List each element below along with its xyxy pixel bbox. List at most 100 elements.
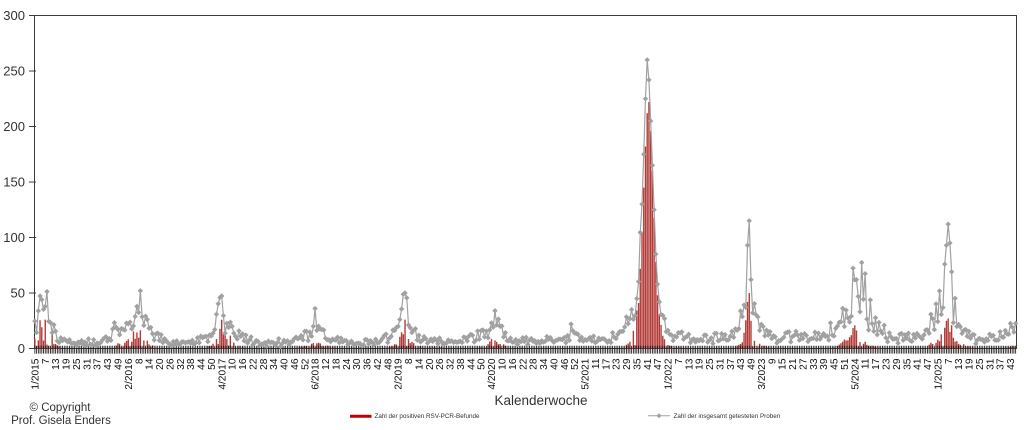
svg-text:1/2025: 1/2025 — [933, 358, 944, 389]
svg-text:52: 52 — [570, 358, 581, 370]
svg-text:150: 150 — [3, 175, 25, 190]
svg-text:200: 200 — [3, 119, 25, 134]
svg-text:21: 21 — [788, 358, 799, 370]
svg-text:0: 0 — [18, 341, 25, 356]
svg-text:42: 42 — [373, 358, 384, 370]
svg-text:16: 16 — [508, 358, 519, 370]
svg-text:26: 26 — [165, 358, 176, 370]
svg-text:44: 44 — [466, 358, 477, 370]
svg-text:47: 47 — [923, 358, 934, 370]
svg-text:29: 29 — [622, 358, 633, 370]
svg-text:22: 22 — [518, 358, 529, 370]
svg-text:22: 22 — [248, 358, 259, 370]
svg-text:41: 41 — [643, 358, 654, 370]
svg-text:37: 37 — [996, 358, 1007, 370]
svg-text:7: 7 — [944, 358, 955, 364]
svg-text:13: 13 — [684, 358, 695, 370]
svg-text:37: 37 — [726, 358, 737, 370]
svg-text:1/2022: 1/2022 — [664, 358, 675, 389]
svg-text:43: 43 — [736, 358, 747, 370]
svg-text:23: 23 — [882, 358, 893, 370]
svg-text:Kalenderwoche: Kalenderwoche — [494, 393, 587, 408]
svg-text:14: 14 — [145, 358, 156, 370]
svg-text:4/2017: 4/2017 — [217, 358, 228, 389]
svg-text:35: 35 — [632, 358, 643, 370]
svg-text:10: 10 — [498, 358, 509, 370]
svg-text:9: 9 — [767, 358, 778, 364]
svg-text:40: 40 — [280, 358, 291, 370]
svg-text:17: 17 — [601, 358, 612, 370]
svg-text:3/2023: 3/2023 — [757, 358, 768, 389]
svg-text:46: 46 — [560, 358, 571, 370]
svg-text:8: 8 — [134, 358, 145, 364]
svg-text:38: 38 — [456, 358, 467, 370]
svg-text:10: 10 — [228, 358, 239, 370]
svg-text:5/2024: 5/2024 — [850, 358, 861, 389]
svg-text:28: 28 — [529, 358, 540, 370]
svg-text:19: 19 — [965, 358, 976, 370]
svg-text:20: 20 — [425, 358, 436, 370]
svg-text:25: 25 — [975, 358, 986, 370]
svg-text:39: 39 — [819, 358, 830, 370]
svg-text:34: 34 — [539, 358, 550, 370]
svg-text:14: 14 — [415, 358, 426, 370]
svg-text:8: 8 — [404, 358, 415, 364]
svg-text:41: 41 — [913, 358, 924, 370]
svg-text:23: 23 — [612, 358, 623, 370]
svg-text:49: 49 — [114, 358, 125, 370]
svg-text:36: 36 — [363, 358, 374, 370]
svg-text:11: 11 — [861, 358, 872, 369]
svg-text:45: 45 — [830, 358, 841, 370]
svg-text:7: 7 — [41, 358, 52, 364]
svg-text:32: 32 — [446, 358, 457, 370]
svg-text:34: 34 — [269, 358, 280, 370]
svg-text:48: 48 — [383, 358, 394, 370]
svg-text:27: 27 — [799, 358, 810, 370]
svg-text:20: 20 — [155, 358, 166, 370]
svg-text:47: 47 — [653, 358, 664, 370]
svg-text:49: 49 — [747, 358, 758, 370]
svg-text:19: 19 — [62, 358, 73, 370]
svg-text:7: 7 — [674, 358, 685, 364]
svg-text:32: 32 — [176, 358, 187, 370]
svg-text:29: 29 — [892, 358, 903, 370]
svg-text:16: 16 — [238, 358, 249, 370]
svg-text:15: 15 — [778, 358, 789, 370]
svg-text:46: 46 — [290, 358, 301, 370]
svg-text:28: 28 — [259, 358, 270, 370]
svg-text:43: 43 — [103, 358, 114, 370]
svg-text:12: 12 — [321, 358, 332, 370]
svg-text:44: 44 — [197, 358, 208, 370]
svg-text:250: 250 — [3, 64, 25, 79]
svg-text:17: 17 — [871, 358, 882, 370]
svg-text:© Copyright: © Copyright — [30, 402, 92, 414]
svg-text:52: 52 — [300, 358, 311, 370]
svg-text:31: 31 — [985, 358, 996, 370]
svg-text:26: 26 — [435, 358, 446, 370]
svg-text:25: 25 — [705, 358, 716, 370]
svg-text:43: 43 — [1006, 358, 1017, 370]
svg-text:2/2016: 2/2016 — [124, 358, 135, 389]
svg-text:38: 38 — [186, 358, 197, 370]
svg-text:31: 31 — [715, 358, 726, 370]
svg-text:Zahl der insgesamt getesteten: Zahl der insgesamt getesteten Proben — [674, 413, 781, 420]
svg-text:37: 37 — [93, 358, 104, 370]
svg-text:6/2018: 6/2018 — [311, 358, 322, 389]
svg-text:18: 18 — [331, 358, 342, 370]
svg-text:300: 300 — [3, 8, 25, 23]
svg-text:13: 13 — [954, 358, 965, 370]
svg-text:31: 31 — [82, 358, 93, 370]
svg-text:1/2015: 1/2015 — [31, 358, 42, 389]
svg-text:51: 51 — [840, 358, 851, 370]
svg-text:13: 13 — [51, 358, 62, 370]
svg-text:50: 50 — [11, 286, 25, 301]
svg-text:33: 33 — [809, 358, 820, 370]
svg-text:25: 25 — [72, 358, 83, 370]
svg-text:2/2019: 2/2019 — [394, 358, 405, 389]
svg-text:5/2021: 5/2021 — [581, 358, 592, 389]
svg-text:30: 30 — [352, 358, 363, 370]
svg-text:100: 100 — [3, 230, 25, 245]
svg-text:Zahl der positiven RSV-PCR-Bef: Zahl der positiven RSV-PCR-Befunde — [375, 413, 480, 420]
svg-text:24: 24 — [342, 358, 353, 370]
svg-text:35: 35 — [902, 358, 913, 370]
